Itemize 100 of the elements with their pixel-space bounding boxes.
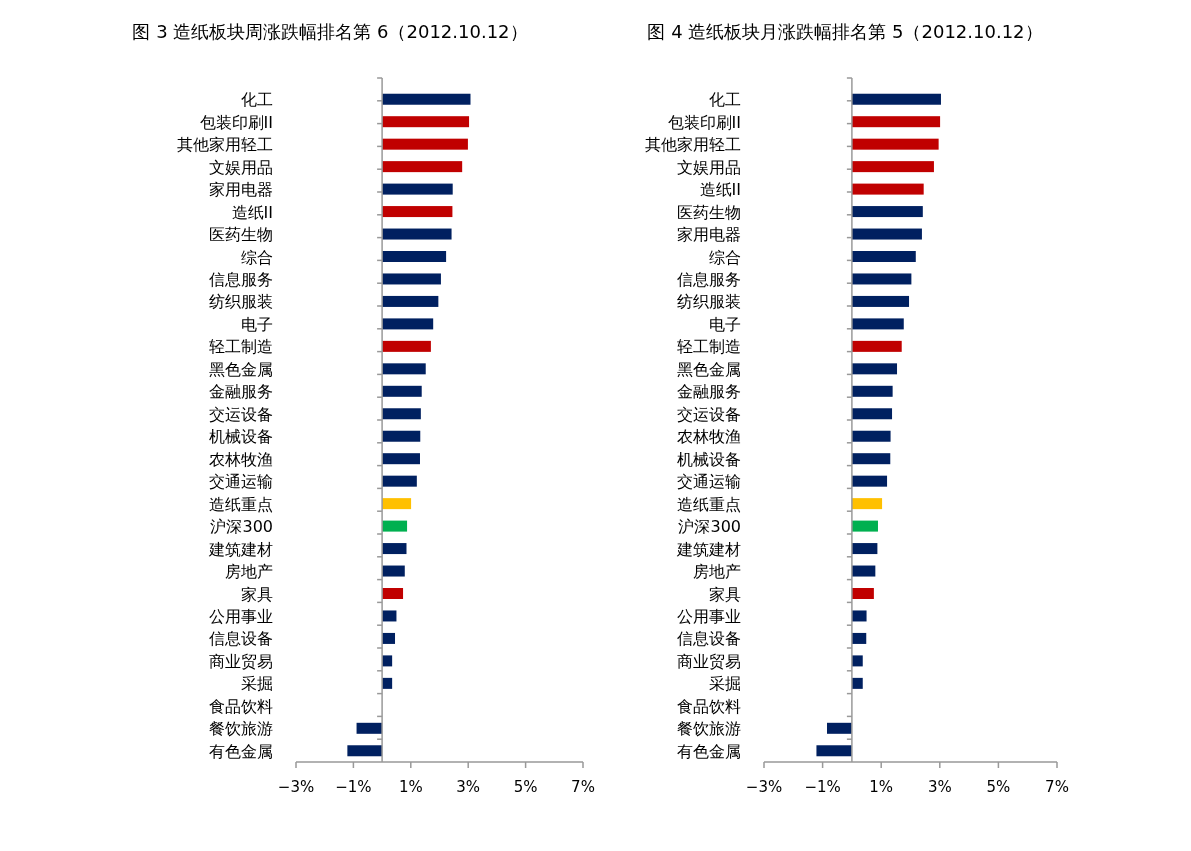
y-tick-label: 黑色金属	[677, 359, 741, 379]
bar	[851, 138, 939, 150]
x-tick-label: 3%	[456, 778, 481, 796]
bar	[382, 385, 422, 397]
y-tick-label: 综合	[709, 247, 741, 267]
bar	[382, 138, 468, 150]
bar	[382, 565, 405, 577]
bar	[851, 632, 867, 644]
bar	[851, 520, 878, 532]
y-tick-label: 造纸II	[699, 180, 741, 200]
y-tick-label: 信息服务	[677, 269, 741, 289]
bar	[382, 93, 471, 105]
y-tick-label: 文娱用品	[677, 157, 741, 177]
y-tick-label: 沪深300	[210, 517, 273, 537]
bar	[851, 655, 863, 667]
y-tick-label: 交通运输	[209, 472, 273, 492]
bar	[851, 161, 934, 173]
y-tick-label: 餐饮旅游	[677, 719, 741, 739]
y-tick-label: 信息服务	[209, 269, 273, 289]
chart-title: 图 4 造纸板块月涨跌幅排名第 5（2012.10.12）	[647, 21, 1043, 42]
y-tick-label: 机械设备	[677, 449, 741, 469]
y-tick-label: 电子	[709, 314, 741, 334]
y-tick-label: 包装印刷II	[667, 112, 741, 132]
y-tick-label: 信息设备	[677, 629, 741, 649]
bar	[382, 430, 421, 442]
bar	[356, 722, 383, 734]
bar	[851, 677, 863, 689]
bar	[382, 318, 434, 330]
bar	[851, 116, 941, 128]
x-tick-label: 3%	[927, 778, 952, 796]
x-tick-label: 7%	[1045, 778, 1069, 796]
y-tick-label: 金融服务	[209, 382, 273, 402]
bar	[382, 632, 396, 644]
bar	[382, 498, 412, 510]
y-tick-label: 沪深300	[678, 517, 741, 537]
y-tick-label: 造纸重点	[677, 494, 741, 514]
bar	[382, 453, 420, 465]
bar	[851, 295, 910, 307]
bar	[851, 543, 878, 555]
bar	[382, 408, 421, 420]
bar	[851, 588, 874, 599]
bar	[851, 340, 902, 352]
bar	[851, 206, 923, 218]
y-tick-label: 家用电器	[209, 180, 273, 200]
y-tick-label: 农林牧渔	[677, 427, 741, 447]
bar	[851, 565, 876, 577]
y-tick-label: 交通运输	[677, 472, 741, 492]
y-tick-label: 电子	[241, 314, 273, 334]
y-tick-label: 房地产	[693, 562, 741, 582]
x-tick-label: 1%	[869, 778, 894, 796]
y-tick-label: 金融服务	[677, 382, 741, 402]
y-tick-label: 化工	[709, 90, 741, 110]
bar	[382, 588, 404, 599]
y-tick-label: 医药生物	[677, 202, 741, 222]
chart-title: 图 3 造纸板块周涨跌幅排名第 6（2012.10.12）	[132, 21, 528, 42]
bar	[382, 363, 426, 375]
bar	[851, 610, 867, 622]
bar	[816, 745, 852, 757]
bar	[851, 363, 898, 375]
y-tick-label: 公用事业	[677, 606, 741, 626]
x-tick-label: −3%	[277, 778, 315, 796]
y-tick-label: 食品饮料	[209, 696, 273, 716]
y-tick-label: 机械设备	[209, 427, 273, 447]
bar	[382, 295, 439, 307]
bar	[382, 610, 397, 622]
y-tick-label: 轻工制造	[209, 337, 273, 357]
y-tick-label: 采掘	[241, 674, 273, 694]
bar	[382, 340, 431, 352]
bar	[851, 498, 883, 510]
bar	[851, 93, 941, 105]
bar	[851, 183, 924, 195]
bar	[851, 475, 888, 487]
x-tick-label: 5%	[986, 778, 1011, 796]
bar	[382, 161, 463, 173]
bar	[382, 273, 441, 285]
y-tick-label: 其他家用轻工	[177, 135, 273, 155]
y-tick-label: 有色金属	[677, 741, 741, 761]
y-tick-label: 纺织服装	[209, 292, 273, 312]
bar	[851, 453, 891, 465]
y-tick-label: 公用事业	[209, 606, 273, 626]
y-tick-label: 包装印刷II	[199, 112, 273, 132]
bar	[382, 520, 408, 532]
y-tick-label: 造纸II	[231, 202, 273, 222]
y-tick-label: 采掘	[709, 674, 741, 694]
bar	[851, 251, 916, 262]
bar	[827, 722, 852, 734]
bar	[382, 251, 447, 262]
bar	[382, 116, 470, 128]
bar	[382, 183, 453, 195]
bar	[382, 677, 393, 689]
y-tick-label: 综合	[241, 247, 273, 267]
y-tick-label: 轻工制造	[677, 337, 741, 357]
x-tick-label: 5%	[513, 778, 538, 796]
y-tick-label: 家具	[709, 584, 741, 604]
bar	[851, 430, 891, 442]
bar	[851, 228, 922, 240]
y-tick-label: 文娱用品	[209, 157, 273, 177]
x-tick-label: 7%	[571, 778, 595, 796]
bar	[347, 745, 383, 757]
bar	[382, 543, 407, 555]
